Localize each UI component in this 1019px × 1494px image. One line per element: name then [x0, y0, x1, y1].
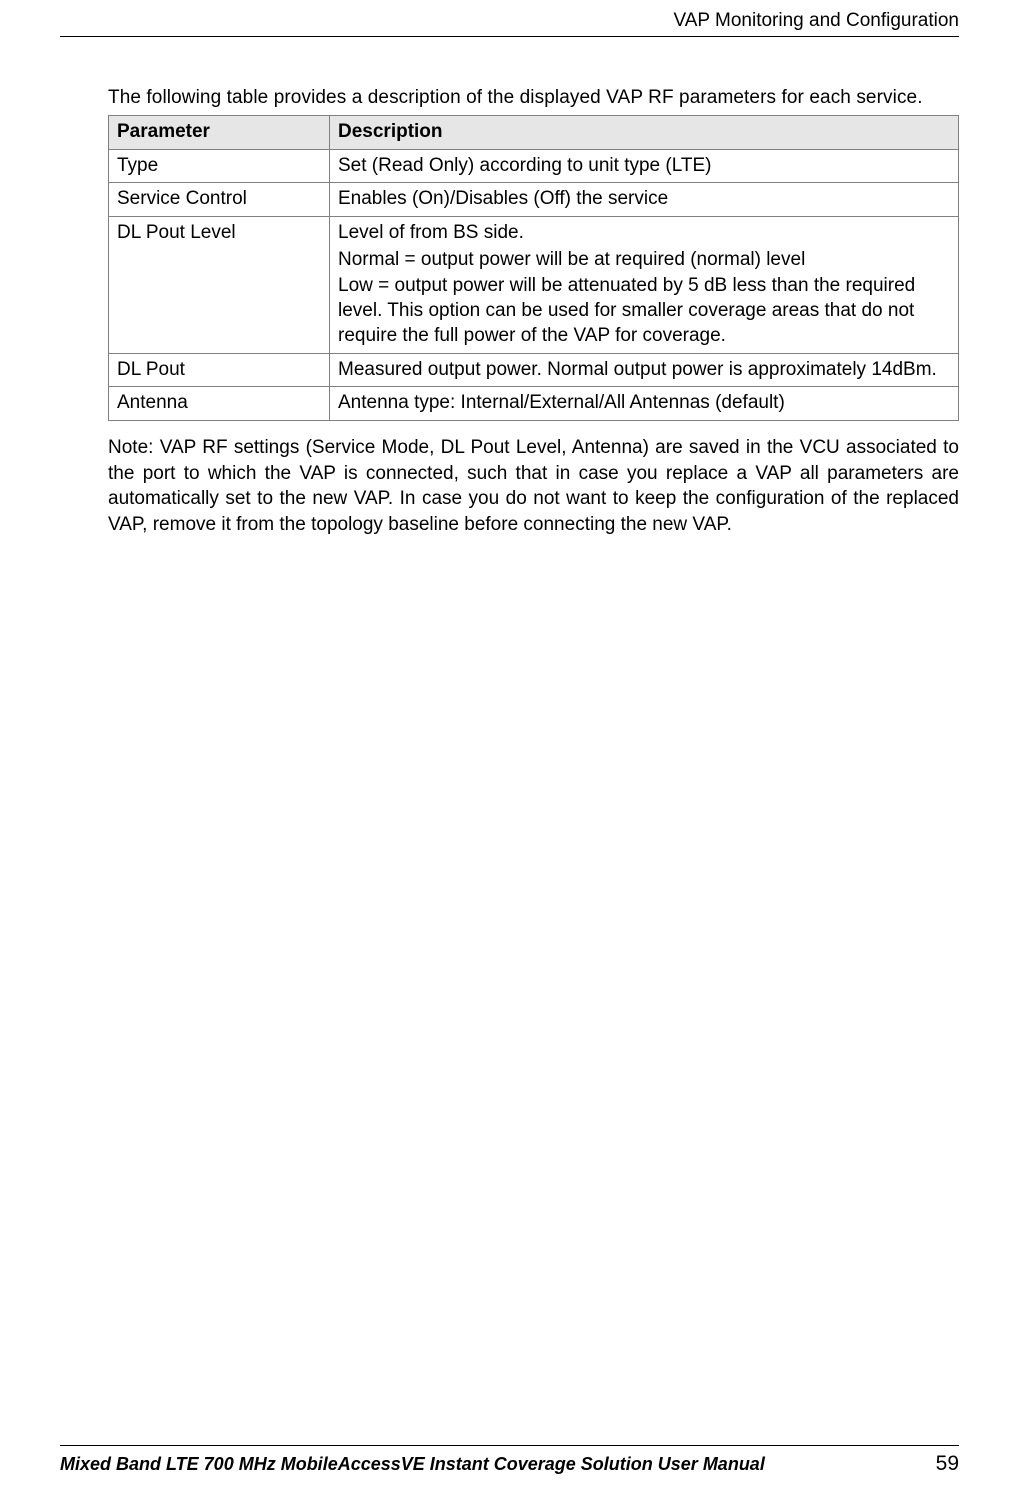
footer-title: Mixed Band LTE 700 MHz MobileAccessVE In…	[60, 1454, 765, 1475]
col-header-parameter: Parameter	[109, 116, 330, 150]
cell-param: Antenna	[109, 387, 330, 421]
table-row: Service Control Enables (On)/Disables (O…	[109, 183, 959, 217]
page-header: VAP Monitoring and Configuration	[60, 0, 959, 37]
desc-line: Normal = output power will be at require…	[338, 248, 950, 273]
parameters-table: Parameter Description Type Set (Read Onl…	[108, 115, 959, 421]
cell-desc: Level of from BS side. Normal = output p…	[330, 217, 959, 353]
cell-desc: Measured output power. Normal output pow…	[330, 353, 959, 387]
note-text: Note: VAP RF settings (Service Mode, DL …	[108, 435, 959, 538]
intro-text: The following table provides a descripti…	[108, 87, 959, 109]
page: VAP Monitoring and Configuration The fol…	[0, 0, 1019, 1494]
cell-param: DL Pout Level	[109, 217, 330, 353]
cell-param: DL Pout	[109, 353, 330, 387]
table-row: DL Pout Level Level of from BS side. Nor…	[109, 217, 959, 353]
cell-param: Type	[109, 149, 330, 183]
cell-desc: Set (Read Only) according to unit type (…	[330, 149, 959, 183]
table-row: Antenna Antenna type: Internal/External/…	[109, 387, 959, 421]
desc-line: Low = output power will be attenuated by…	[338, 274, 950, 348]
desc-line: Level of from BS side.	[338, 221, 950, 246]
cell-param: Service Control	[109, 183, 330, 217]
page-footer: Mixed Band LTE 700 MHz MobileAccessVE In…	[60, 1445, 959, 1476]
footer-page-number: 59	[936, 1452, 959, 1476]
table-body: Type Set (Read Only) according to unit t…	[109, 149, 959, 420]
section-title: VAP Monitoring and Configuration	[673, 10, 959, 31]
col-header-description: Description	[330, 116, 959, 150]
page-content: The following table provides a descripti…	[60, 37, 959, 537]
cell-desc: Enables (On)/Disables (Off) the service	[330, 183, 959, 217]
table-row: Type Set (Read Only) according to unit t…	[109, 149, 959, 183]
cell-desc: Antenna type: Internal/External/All Ante…	[330, 387, 959, 421]
table-row: DL Pout Measured output power. Normal ou…	[109, 353, 959, 387]
table-header-row: Parameter Description	[109, 116, 959, 150]
